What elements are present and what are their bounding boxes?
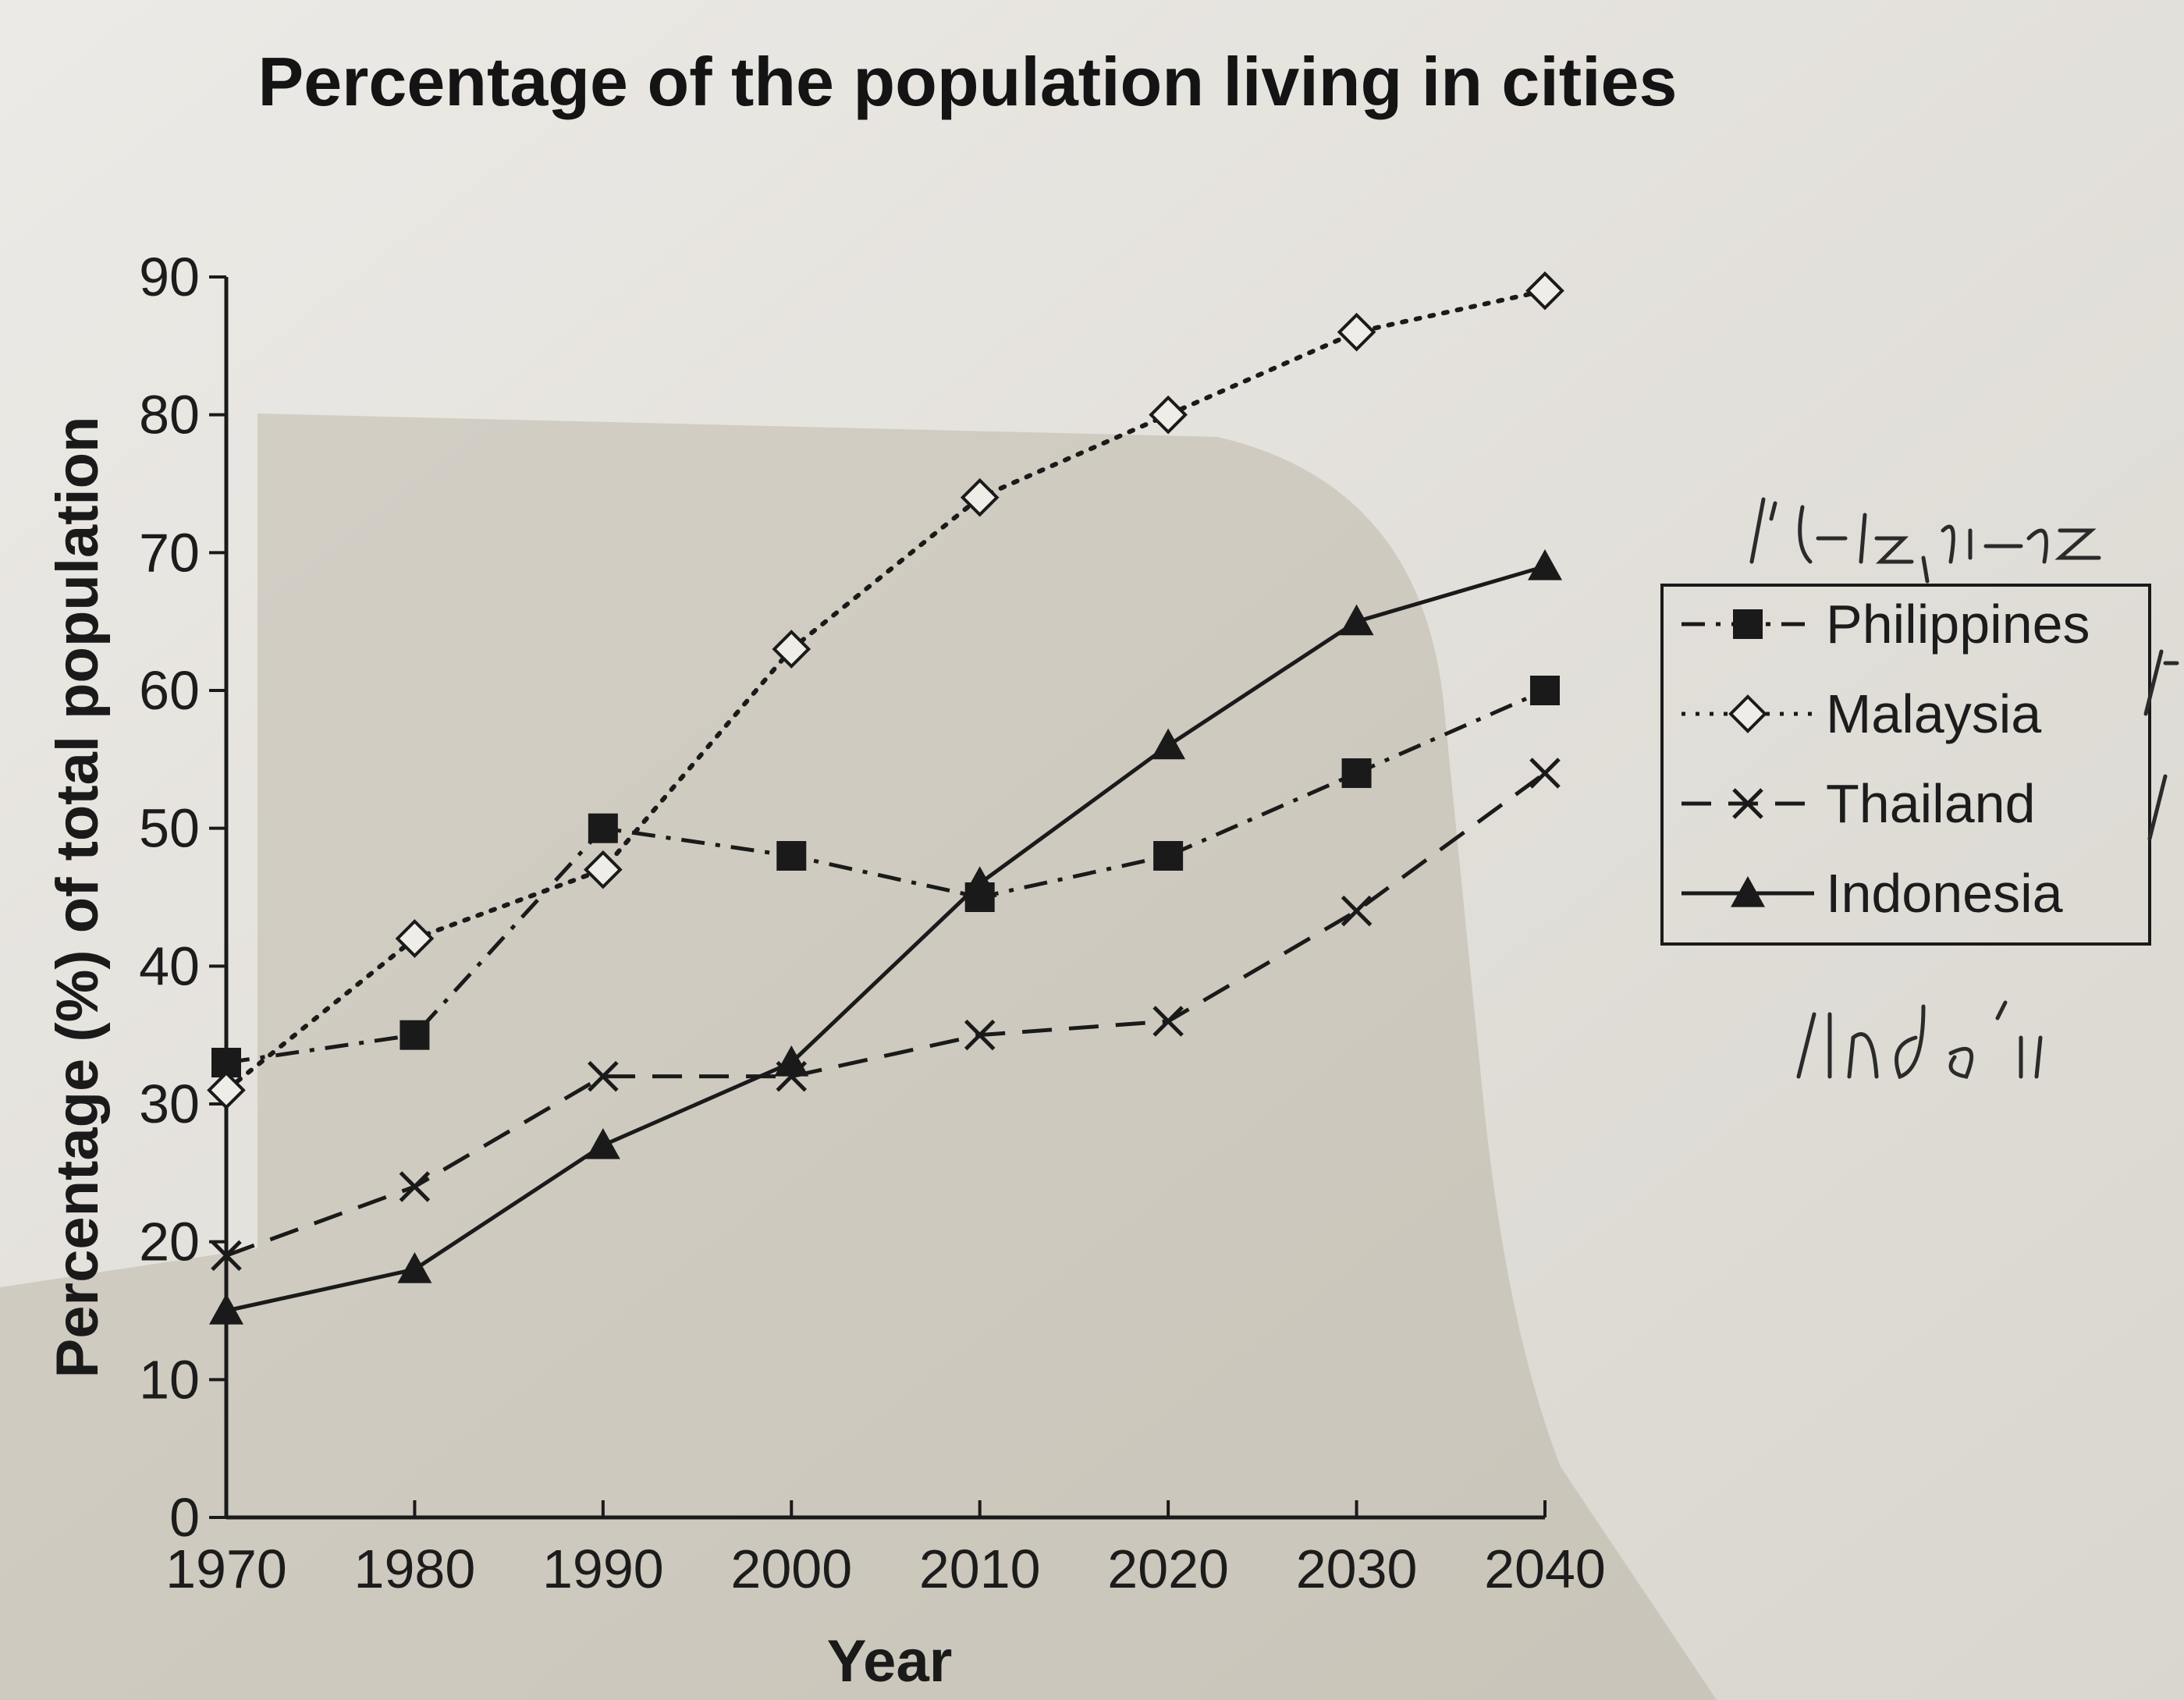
data-point-indonesia <box>1151 728 1186 760</box>
y-tick-label: 0 <box>169 1487 200 1548</box>
data-point-thailand <box>1341 895 1373 927</box>
data-point-malaysia <box>772 630 811 669</box>
data-point-malaysia <box>395 919 435 958</box>
legend-label-malaysia: Malaysia <box>1826 683 2041 744</box>
series-layer <box>207 271 1564 1325</box>
series-malaysia <box>207 271 1564 1110</box>
y-tick-label: 40 <box>139 935 200 996</box>
series-indonesia <box>209 549 1562 1325</box>
data-point-malaysia <box>1149 395 1188 435</box>
series-line-philippines <box>226 688 1547 1065</box>
data-point-malaysia <box>207 1070 246 1110</box>
data-point-philippines <box>588 813 618 843</box>
data-point-malaysia <box>960 477 1000 517</box>
handwriting-scribble-thailand <box>2147 774 2168 841</box>
y-tick-label: 50 <box>139 798 200 859</box>
handwriting-scribble-indonesia <box>1796 1000 2043 1080</box>
legend: Philippines Malaysia Thailand Indonesia <box>1660 584 2151 946</box>
data-point-thailand <box>588 1060 619 1092</box>
x-tick-label: 2000 <box>730 1539 852 1599</box>
y-tick-label: 70 <box>139 522 200 583</box>
series-line-malaysia <box>224 288 1547 1093</box>
data-point-indonesia <box>962 866 997 897</box>
legend-label-philippines: Philippines <box>1826 594 2090 655</box>
y-axis-title: Percentage (%) of total population <box>44 417 111 1379</box>
x-tick-label: 2040 <box>1484 1539 1606 1599</box>
legend-marker-malaysia <box>1728 694 1767 733</box>
data-point-indonesia <box>209 1294 243 1325</box>
y-tick-label: 30 <box>139 1074 200 1134</box>
shadow-overlay <box>0 413 1717 1700</box>
x-ticks: 1970 1980 1990 2000 2010 2020 2030 2040 <box>165 1500 1606 1599</box>
data-point-thailand <box>964 1019 996 1051</box>
x-tick-label: 1970 <box>165 1539 287 1599</box>
data-point-philippines <box>400 1020 430 1050</box>
y-tick-label: 60 <box>139 660 200 721</box>
series-thailand <box>211 758 1561 1272</box>
legend-label-thailand: Thailand <box>1826 773 2036 834</box>
x-tick-label: 1990 <box>542 1539 664 1599</box>
y-tick-label: 80 <box>139 385 200 445</box>
legend-marker-indonesia <box>1731 876 1765 907</box>
series-line-thailand <box>226 771 1547 1258</box>
y-ticks: 0 10 20 30 40 50 60 70 80 90 <box>139 247 226 1548</box>
data-point-thailand <box>1152 1006 1184 1037</box>
series-line-indonesia <box>226 564 1546 1313</box>
data-point-thailand <box>211 1240 242 1272</box>
chart-title: Percentage of the population living in c… <box>258 43 1678 120</box>
data-point-philippines <box>1530 676 1560 705</box>
handwriting-scribble-malaysia <box>2143 649 2179 716</box>
y-tick-label: 90 <box>139 247 200 307</box>
x-axis-title: Year <box>827 1628 953 1695</box>
x-tick-label: 2020 <box>1107 1539 1229 1599</box>
data-point-thailand <box>399 1171 431 1202</box>
y-tick-label: 10 <box>139 1349 200 1410</box>
data-point-malaysia <box>584 850 623 889</box>
data-point-philippines <box>1153 841 1184 871</box>
legend-box <box>1660 584 2151 946</box>
data-point-philippines <box>1341 758 1372 788</box>
data-point-indonesia <box>774 1045 809 1077</box>
handwriting-scribble-philippines <box>1749 497 2101 584</box>
legend-marker-thailand <box>1732 788 1763 819</box>
data-point-indonesia <box>397 1252 432 1283</box>
x-tick-label: 2010 <box>919 1539 1041 1599</box>
handwritten-annotations <box>1749 497 2179 1080</box>
x-tick-label: 1980 <box>354 1539 476 1599</box>
data-point-malaysia <box>1525 271 1564 311</box>
x-tick-label: 2030 <box>1296 1539 1418 1599</box>
data-point-thailand <box>1529 758 1561 789</box>
data-point-indonesia <box>1528 549 1562 580</box>
y-tick-label: 20 <box>139 1212 200 1272</box>
data-point-indonesia <box>585 1128 620 1159</box>
legend-label-indonesia: Indonesia <box>1826 863 2063 924</box>
legend-marker-philippines <box>1733 609 1763 639</box>
data-point-malaysia <box>1337 312 1376 352</box>
data-point-philippines <box>776 841 807 871</box>
data-point-indonesia <box>1339 604 1374 636</box>
